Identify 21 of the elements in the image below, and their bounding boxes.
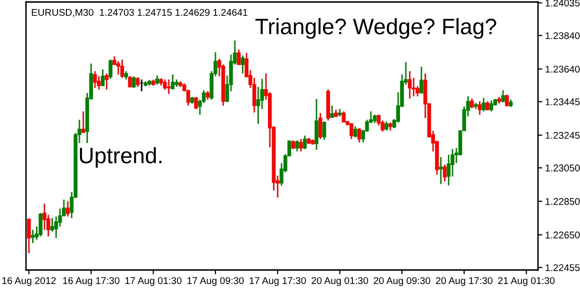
x-tick-label: 16 Aug 17:30	[63, 277, 120, 286]
x-tick-label: 17 Aug 01:30	[125, 277, 182, 286]
y-tick-label: 1.23640	[546, 66, 580, 73]
x-tick-label: 21 Aug 01:30	[498, 277, 555, 286]
x-tick-label: 20 Aug 17:30	[436, 277, 492, 286]
x-tick-label: 17 Aug 09:30	[188, 277, 244, 286]
x-tick-label: 17 Aug 17:30	[250, 277, 306, 286]
y-tick-label: 1.23840	[546, 32, 580, 40]
x-tick-label: 20 Aug 09:30	[374, 277, 430, 286]
x-tick-label: 16 Aug 2012	[2, 277, 56, 286]
annotation: EURUSD,M30 1.24703 1.24715 1.24629 1.24641	[32, 8, 248, 17]
x-tick-label: 20 Aug 01:30	[312, 277, 368, 286]
y-tick-label: 1.22850	[546, 198, 580, 205]
y-tick-label: 1.23445	[546, 98, 580, 106]
y-tick-label: 1.22455	[546, 264, 580, 272]
y-tick-label: 1.24035	[546, 0, 580, 6]
annotation: Uptrend.	[80, 147, 162, 168]
y-tick-label: 1.22650	[546, 232, 580, 238]
y-tick-label: 1.23050	[546, 164, 580, 172]
y-tick-label: 1.23245	[546, 132, 580, 139]
annotation: Triangle? Wedge? Flag?	[255, 18, 496, 39]
